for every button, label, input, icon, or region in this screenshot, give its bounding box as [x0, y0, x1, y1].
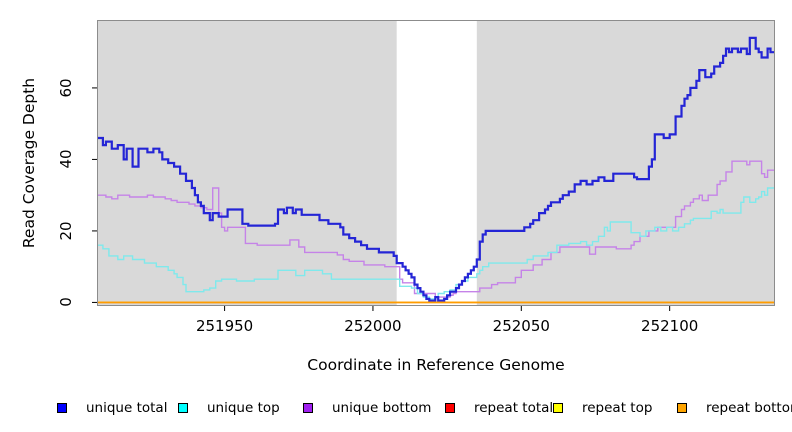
- y-tick-label: 40: [57, 149, 75, 169]
- x-tick-label: 251950: [195, 317, 254, 335]
- legend-swatch-repeat-top: [553, 403, 563, 413]
- series-unique-total-line: [97, 36, 775, 302]
- legend-item-repeat-bottom: repeat bottom: [677, 399, 792, 417]
- y-tick-label: 60: [57, 78, 75, 98]
- y-axis-title: Read Coverage Depth: [20, 77, 38, 249]
- legend-item-unique-bottom: unique bottom: [303, 399, 431, 417]
- legend-swatch-repeat-total: [445, 403, 455, 413]
- legend-swatch-unique-bottom: [303, 403, 313, 413]
- legend-label: repeat top: [582, 400, 653, 416]
- legend-label: repeat total: [474, 400, 554, 416]
- legend-item-unique-total: unique total: [57, 399, 167, 417]
- legend-label: unique top: [207, 400, 280, 416]
- legend-swatch-unique-top: [178, 403, 188, 413]
- legend-label: unique total: [86, 400, 168, 416]
- x-tick-label: 252100: [641, 317, 699, 335]
- y-tick-label: 0: [57, 297, 75, 308]
- coverage-gap-region: [396, 20, 477, 306]
- legend-swatch-unique-total: [57, 403, 67, 413]
- x-tick-label: 252050: [492, 317, 550, 335]
- legend-item-repeat-top: repeat top: [553, 399, 652, 417]
- legend-item-repeat-total: repeat total: [445, 399, 553, 417]
- x-axis-title: Coordinate in Reference Genome: [307, 356, 565, 374]
- x-tick-label: 252000: [344, 317, 402, 335]
- plot-border: [97, 20, 775, 306]
- legend-label: unique bottom: [332, 400, 432, 416]
- y-tick-label: 20: [57, 221, 75, 241]
- legend-item-unique-top: unique top: [178, 399, 280, 417]
- legend-swatch-repeat-bottom: [677, 403, 687, 413]
- series-unique-top-line: [97, 187, 775, 300]
- legend: unique total unique top unique bottom repea…: [0, 399, 792, 419]
- legend-label: repeat bottom: [706, 400, 792, 416]
